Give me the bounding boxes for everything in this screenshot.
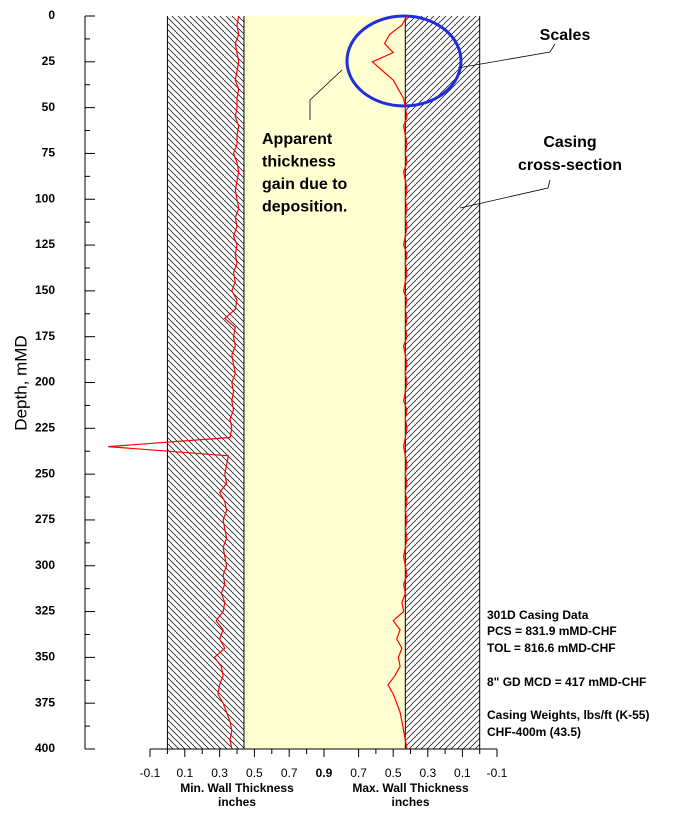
y-tick-label: 125 [35,237,55,251]
x-tick-label: 0.3 [419,766,436,780]
annotation: Casing [543,134,596,151]
y-tick-label: 300 [35,558,55,572]
annotation: Scales [540,27,591,44]
y-tick-label: 200 [35,375,55,389]
y-tick-label: 75 [42,146,56,160]
x-tick-label: 0.7 [281,766,298,780]
y-tick-label: 0 [48,8,55,22]
x-tick-label: -0.1 [140,766,161,780]
y-tick-label: 225 [35,420,55,434]
y-tick-label: 325 [35,604,55,618]
info-text: CHF-400m (43.5) [487,725,581,739]
annotation: cross-section [518,157,622,174]
x-tick-label: 0.9 [316,766,333,780]
x-axis-unit: inches [218,795,256,809]
y-tick-label: 100 [35,191,55,205]
deposition-zone [243,16,406,749]
y-tick-label: 350 [35,650,55,664]
info-text: Casing Weights, lbs/ft (K-55) [487,708,649,722]
x-tick-label: 0.1 [176,766,193,780]
x-tick-label: -0.1 [487,766,508,780]
x-tick-label: 0.5 [246,766,263,780]
thickness-trace [371,15,408,750]
x-axis-unit: inches [391,795,429,809]
scale-circle [345,14,463,108]
y-tick-label: 375 [35,695,55,709]
y-tick-label: 250 [35,466,55,480]
info-text: PCS = 831.9 mMD-CHF [487,624,617,638]
x-tick-label: 0.3 [211,766,228,780]
y-tick-label: 50 [42,100,56,114]
annotation: Apparent [262,131,333,148]
leader-line [459,179,551,209]
y-axis-label: Depth, mMD [11,335,30,430]
y-tick-label: 25 [42,54,56,68]
y-tick-label: 275 [35,512,55,526]
casing-hatch [167,16,244,749]
x-axis-label: Max. Wall Thickness [352,781,469,795]
x-tick-label: 0.5 [385,766,402,780]
leader-line [309,69,343,120]
annotation: deposition. [262,199,347,216]
casing-hatch [405,16,480,749]
annotation: thickness [262,154,336,171]
x-tick-label: 0.1 [454,766,471,780]
annotation: gain due to [262,176,348,193]
info-text: 301D Casing Data [487,608,589,622]
x-tick-label: 0.7 [350,766,367,780]
tracks-background [166,16,481,749]
y-tick-label: 150 [35,283,55,297]
y-tick-label: 400 [35,741,55,755]
info-text: 8" GD MCD = 417 mMD-CHF [487,675,646,689]
y-tick-label: 175 [35,329,55,343]
leader-line [457,43,556,69]
thickness-trace [108,15,240,750]
x-axis-label: Min. Wall Thickness [180,781,294,795]
info-text: TOL = 816.6 mMD-CHF [487,641,616,655]
